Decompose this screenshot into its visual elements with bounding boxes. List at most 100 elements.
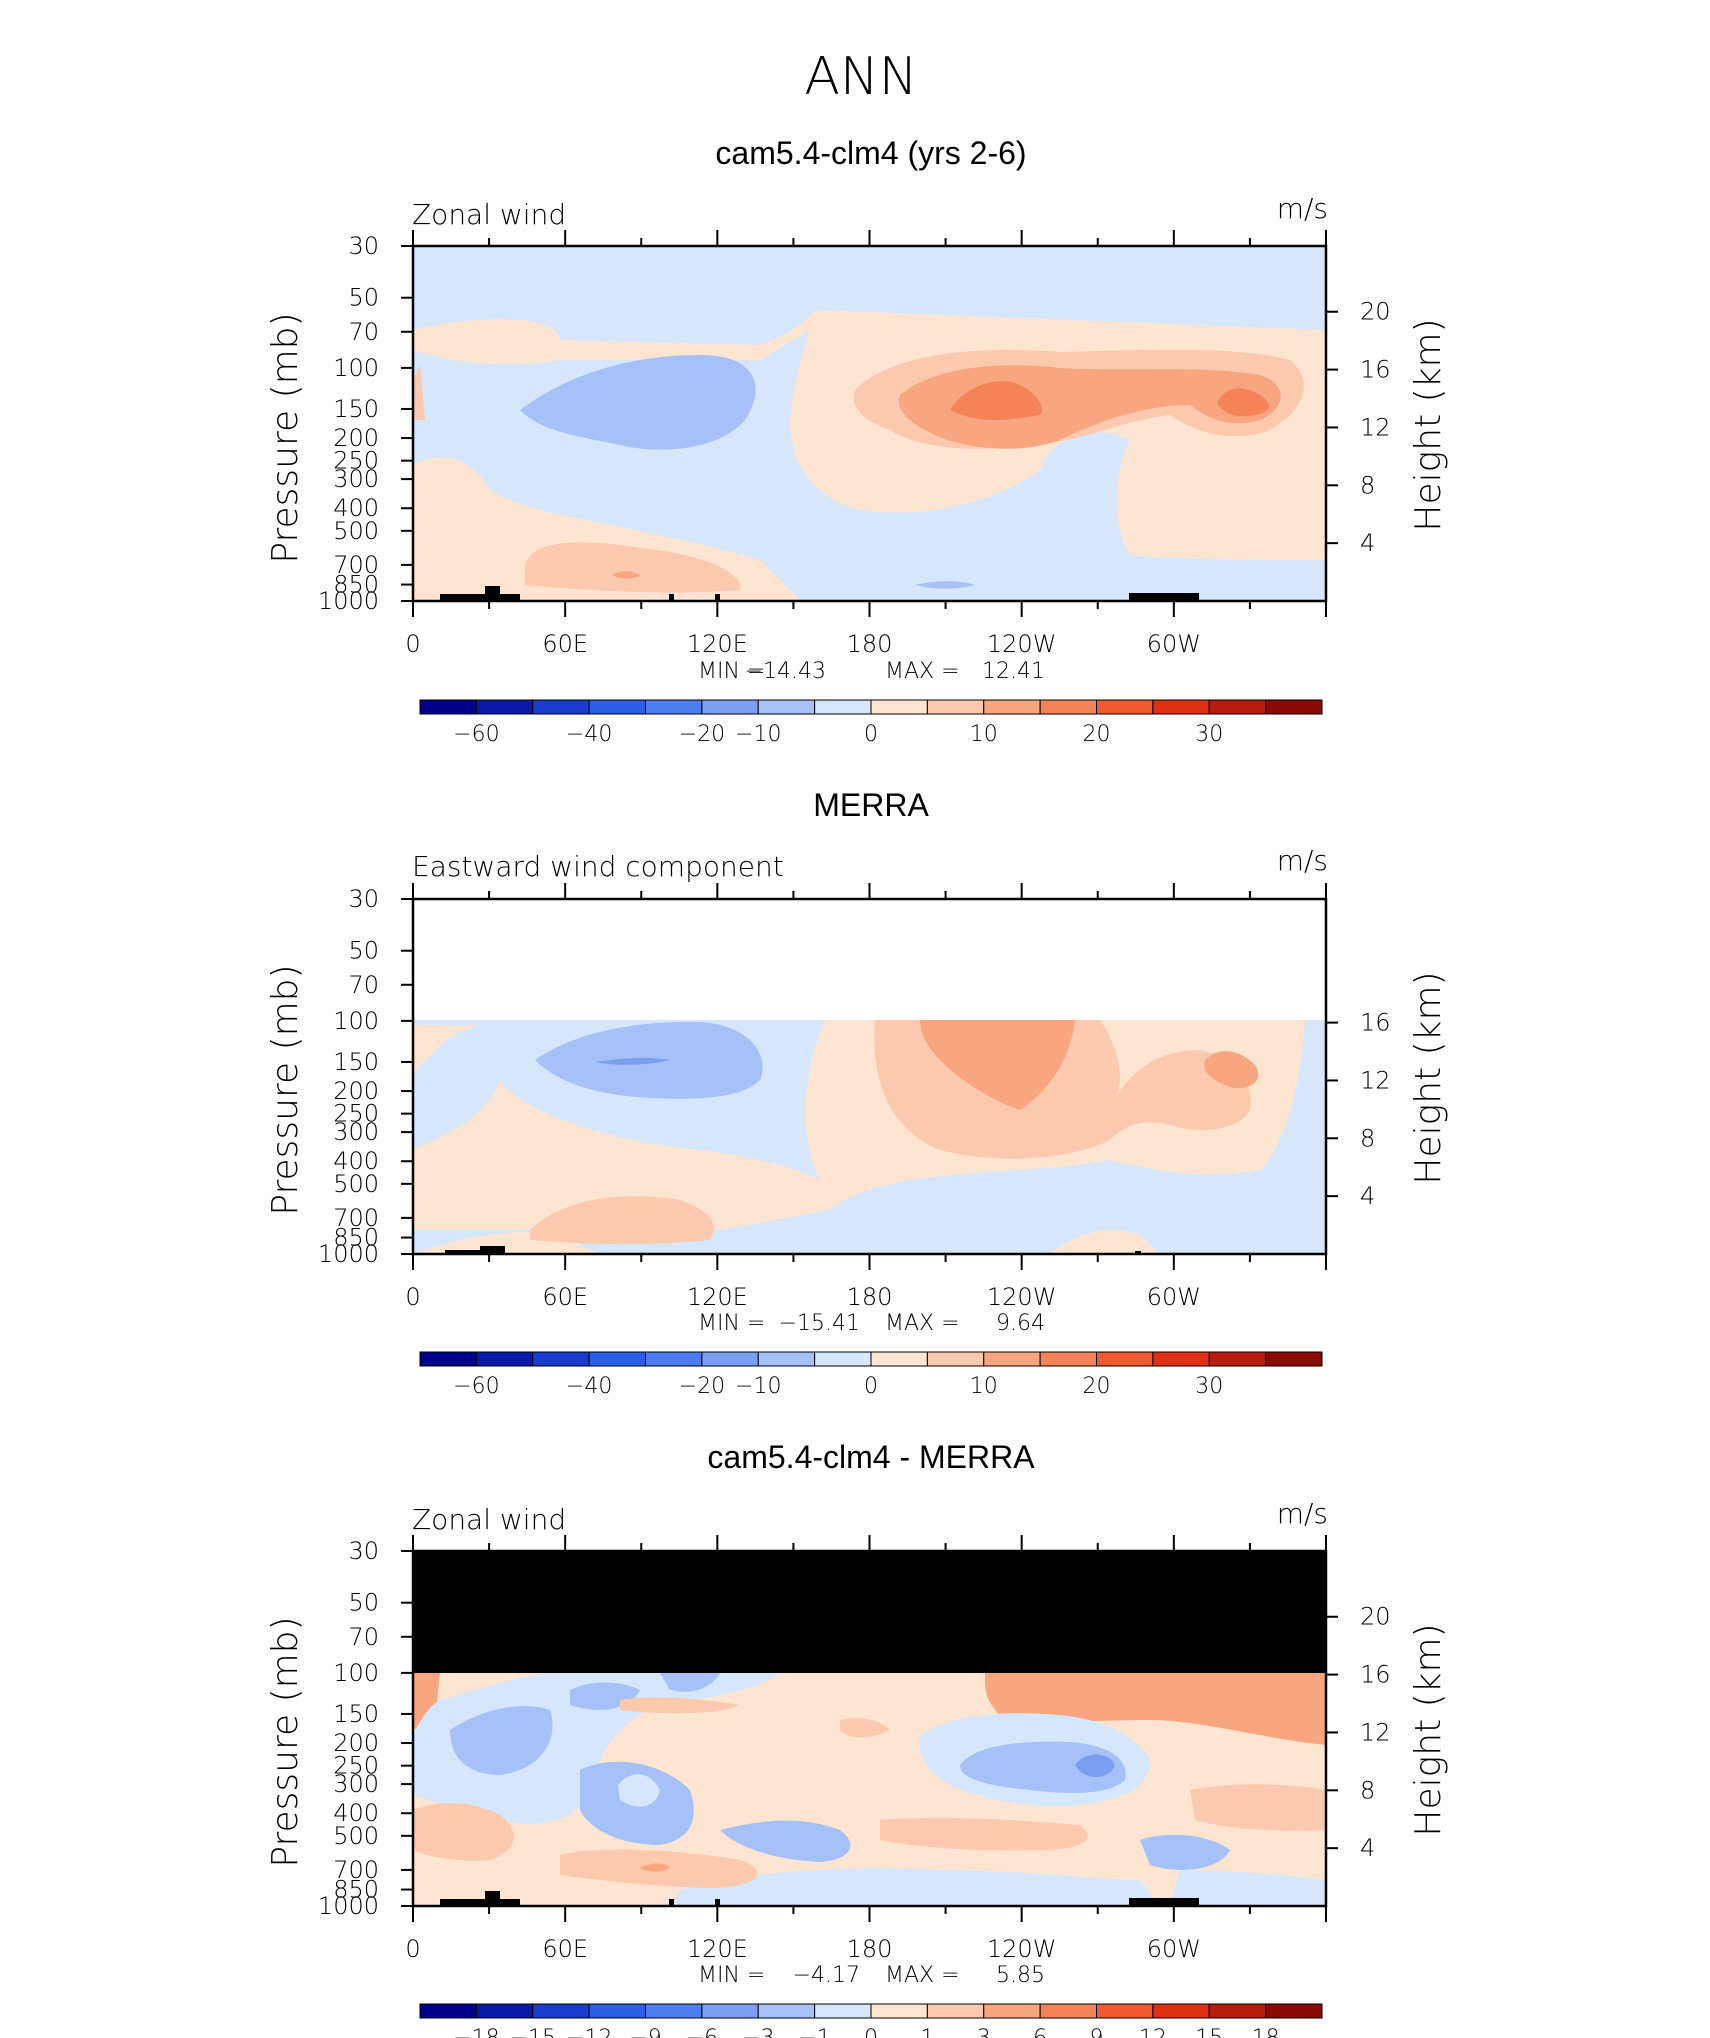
- colorbar-label: 1: [920, 2026, 934, 2038]
- colorbar-label: −12: [566, 2026, 612, 2038]
- y-tick-label: 300: [333, 1118, 379, 1146]
- y2-tick-label: 4: [1360, 1182, 1375, 1210]
- colorbar-label: −40: [566, 722, 612, 747]
- min-value: −4.17: [793, 1963, 860, 1988]
- colorbar-box: [532, 2003, 590, 2019]
- colorbar-box: [1096, 2003, 1154, 2019]
- colorbar-box: [701, 699, 759, 715]
- y-tick-label: 500: [333, 517, 379, 545]
- colorbar-box: [645, 699, 703, 715]
- units-label: m/s: [1277, 192, 1328, 225]
- y-tick-label: 70: [348, 1623, 379, 1651]
- y-tick-label: 30: [348, 232, 379, 260]
- y2-tick-label: 8: [1360, 1124, 1375, 1152]
- x-tick-label: 120E: [687, 1283, 748, 1311]
- y-tick-label: 700: [333, 1856, 379, 1884]
- colorbar-box: [1208, 1351, 1267, 1367]
- variable-label: Zonal wind: [412, 1503, 566, 1536]
- y-tick-label: 700: [333, 1204, 379, 1232]
- colorbar-label: 30: [1195, 1374, 1223, 1399]
- colorbar: −18 −15 −12 −9 −6 −3 −1 0 1 3 6 9 12 15 18: [419, 2003, 1323, 2038]
- y-axis-label: Pressure (mb): [265, 312, 306, 563]
- colorbar-box: [757, 699, 816, 715]
- colorbar-label: 12: [1139, 2026, 1167, 2038]
- colorbar-box: [1096, 699, 1154, 715]
- colorbar-box: [1039, 2003, 1097, 2019]
- y2-tick-label: 8: [1360, 1776, 1375, 1804]
- panel-title: cam5.4-clm4 (yrs 2-6): [715, 135, 1026, 171]
- x-tick-label: 180: [847, 1283, 893, 1311]
- y-tick-label: 30: [348, 1537, 379, 1565]
- y2-axis-label: Height (km): [1408, 971, 1449, 1184]
- y2-tick-label: 4: [1360, 1834, 1375, 1862]
- y2-axis-label: Height (km): [1408, 318, 1449, 531]
- y-tick-label: 850: [333, 1876, 379, 1904]
- max-value: 5.85: [996, 1963, 1045, 1988]
- colorbar-label: 30: [1195, 722, 1223, 747]
- y-tick-label: 200: [333, 1077, 379, 1105]
- colorbar-box: [532, 1351, 590, 1367]
- colorbar-label: −9: [629, 2026, 661, 2038]
- colorbar-label: 20: [1083, 722, 1111, 747]
- colorbar-box: [475, 699, 534, 715]
- colorbar-label: −6: [686, 2026, 718, 2038]
- colorbar-label: −60: [453, 1374, 499, 1399]
- min-value: −15.41: [779, 1311, 860, 1336]
- x-tick-label: 60W: [1147, 1283, 1201, 1311]
- x-tick-label: 180: [847, 1935, 893, 1963]
- colorbar-label: −10: [735, 722, 781, 747]
- y2-axis-label: Height (km): [1408, 1623, 1449, 1836]
- colorbar: −60 −40 −20 −10 0 10 20 30: [419, 1351, 1323, 1399]
- max-label: MAX =: [885, 1311, 960, 1336]
- colorbar-box: [1152, 1351, 1210, 1367]
- y-tick-label: 300: [333, 465, 379, 493]
- colorbar-box: [1208, 2003, 1267, 2019]
- y-tick-label: 1000: [318, 1240, 379, 1268]
- colorbar-box: [419, 1351, 477, 1367]
- colorbar-label: 20: [1083, 1374, 1111, 1399]
- x-tick-label: 60E: [542, 630, 588, 658]
- colorbar-box: [983, 2003, 1041, 2019]
- y-tick-label: 50: [348, 937, 379, 965]
- max-label: MAX =: [885, 1963, 960, 1988]
- colorbar: −60 −40 −20 −10 0 10 20 30: [419, 699, 1323, 747]
- y-tick-label: 250: [333, 1100, 379, 1128]
- y2-tick-label: 4: [1360, 529, 1375, 557]
- y-tick-label: 250: [333, 1752, 379, 1780]
- colorbar-box: [1039, 699, 1097, 715]
- y-tick-label: 150: [333, 1700, 379, 1728]
- y2-tick-label: 16: [1360, 1661, 1391, 1689]
- y-tick-label: 150: [333, 1048, 379, 1076]
- colorbar-box: [475, 2003, 534, 2019]
- colorbar-box: [645, 1351, 703, 1367]
- x-tick-label: 120W: [987, 1935, 1057, 1963]
- y-tick-label: 50: [348, 284, 379, 312]
- colorbar-box: [983, 1351, 1041, 1367]
- min-label: MIN =: [698, 659, 765, 684]
- colorbar-box: [419, 2003, 477, 2019]
- y-tick-label: 100: [333, 1007, 379, 1035]
- y-tick-label: 250: [333, 447, 379, 475]
- colorbar-box: [1265, 2003, 1323, 2019]
- y-tick-label: 200: [333, 1729, 379, 1757]
- x-tick-label: 0: [405, 630, 420, 658]
- y-tick-label: 850: [333, 571, 379, 599]
- colorbar-box: [814, 2003, 872, 2019]
- y-tick-label: 500: [333, 1822, 379, 1850]
- x-tick-label: 0: [405, 1283, 420, 1311]
- colorbar-label: 15: [1195, 2026, 1223, 2038]
- colorbar-box: [757, 1351, 816, 1367]
- y2-tick-label: 8: [1360, 471, 1375, 499]
- variable-label: Eastward wind component: [412, 850, 784, 883]
- y-tick-label: 100: [333, 354, 379, 382]
- colorbar-box: [1152, 2003, 1210, 2019]
- colorbar-label: −20: [679, 722, 725, 747]
- colorbar-box: [983, 699, 1041, 715]
- colorbar-box: [419, 699, 477, 715]
- y-tick-label: 1000: [318, 587, 379, 615]
- y-axis-label: Pressure (mb): [265, 1616, 306, 1867]
- colorbar-label: 9: [1090, 2026, 1104, 2038]
